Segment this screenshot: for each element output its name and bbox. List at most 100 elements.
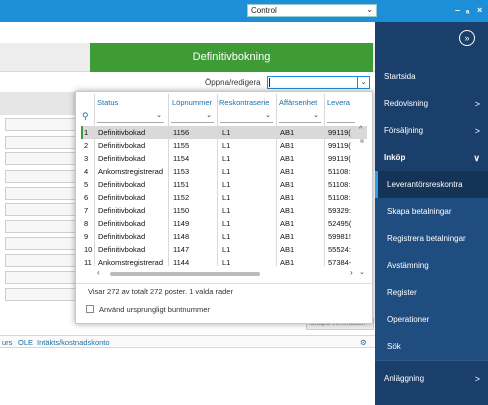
cell-lopnummer: 1149 [173,219,190,228]
vertical-scrollbar[interactable]: ^ ⌄ [357,114,367,280]
table-row[interactable]: 10 Definitivbokad 1147 L1 AB1 55524: [82,243,367,256]
sidebar-item-label: Anläggning [384,374,425,383]
chevron-right-icon: > [474,374,480,384]
row-number: 6 [84,193,89,202]
sidebar-item-anlaggning[interactable]: Anläggning > [375,366,488,392]
cell-serie: L1 [222,154,231,163]
cell-status: Definitivbokad [98,141,146,150]
cell-leverantor: 51108: [328,167,351,176]
minimize-icon[interactable]: – [455,5,461,15]
collapse-sidebar-icon[interactable]: » [459,30,475,46]
sidebar-sub-leverantorsreskontra[interactable]: Leverantörsreskontra [375,171,488,198]
column-header-leverantor[interactable]: Levera [327,98,350,107]
cell-leverantor: 59981! [328,232,351,241]
filter-lopnummer[interactable]: ⌄ [171,112,214,123]
cell-lopnummer: 1151 [173,180,190,189]
cell-status: Definitivbokad [98,180,146,189]
cell-status: Definitivbokad [98,154,146,163]
form-field[interactable] [5,187,77,200]
close-icon[interactable]: × [477,5,483,15]
sidebar-item-label: Försäljning [384,126,424,135]
column-header-lopnummer[interactable]: Löpnummer [172,98,213,107]
chevron-right-icon: > [474,126,480,136]
sidebar-sub-register[interactable]: Register [375,279,488,306]
control-combo[interactable]: Control ⌄ [247,4,377,17]
table-row[interactable]: 3 Definitivbokad 1154 L1 AB1 99119( [82,152,367,165]
column-header-affarsenhet[interactable]: Affärsenhet [279,98,318,107]
table-row[interactable]: 4 Ankomstregistrerad 1153 L1 AB1 51108: [82,165,367,178]
form-field[interactable] [5,254,77,267]
table-row[interactable]: 8 Definitivbokad 1149 L1 AB1 52495( [82,217,367,230]
sidebar-sub-skapa-betalningar[interactable]: Skapa betalningar [375,198,488,225]
sidebar-sub-avstamning[interactable]: Avstämning [375,252,488,279]
sidebar-sub-sok[interactable]: Sök [375,333,488,360]
form-field[interactable] [5,288,77,301]
horizontal-scrollbar[interactable]: ‹ › [94,268,356,278]
cell-enhet: AB1 [280,128,295,137]
sidebar-sub-registrera-betalningar[interactable]: Registrera betalningar [375,225,488,252]
sidebar-item-forsaljning[interactable]: Försäljning > [375,118,488,144]
sidebar-item-inkop[interactable]: Inköp ∨ [375,145,488,171]
sidebar-item-startsida[interactable]: Startsida [375,64,488,90]
column-header[interactable]: OLE [18,338,34,347]
cell-enhet: AB1 [280,180,295,189]
scroll-thumb[interactable] [110,272,260,276]
sidebar-item-redovisning[interactable]: Redovisning > [375,91,488,117]
cell-leverantor: 52495( [328,219,352,228]
table-row[interactable]: 2 Definitivbokad 1155 L1 AB1 99119( [82,139,367,152]
column-divider [168,94,169,266]
chevron-right-icon[interactable]: › [350,268,353,277]
form-field[interactable] [5,118,77,131]
filter-reskontraserie[interactable]: ⌄ [220,112,273,123]
cell-enhet: AB1 [280,141,295,150]
chevron-right-icon: > [474,99,480,109]
table-row[interactable]: 5 Definitivbokad 1151 L1 AB1 51108: [82,178,367,191]
row-number: 11 [84,258,92,267]
buntnummer-checkbox[interactable] [86,305,94,313]
table-row[interactable]: 11 Ankomstregistrerad 1144 L1 AB1 57384- [82,256,367,269]
column-header-status[interactable]: Status [97,98,119,107]
gear-icon[interactable]: ⚙ [360,338,367,347]
filter-affarsenhet[interactable]: ⌄ [279,112,321,123]
chevron-down-icon[interactable]: ⌄ [359,269,365,276]
form-field[interactable] [5,220,77,233]
chevron-down-icon: ⌄ [366,5,373,14]
cell-enhet: AB1 [280,232,295,241]
oppna-redigera-combo[interactable]: ⌄ [267,76,370,89]
cell-lopnummer: 1156 [173,128,190,137]
text-caret [269,78,270,87]
form-field[interactable] [5,237,77,250]
cell-status: Definitivbokad [98,128,146,137]
cell-leverantor: 59329: [328,206,351,215]
column-header[interactable]: Intäkts/kostnadskonto [37,338,110,347]
sidebar-item-label: Startsida [384,72,416,81]
sidebar-divider [375,360,488,361]
column-header-reskontraserie[interactable]: Reskontraserie [219,98,270,107]
cell-enhet: AB1 [280,206,295,215]
grid-status-text: Visar 272 av totalt 272 poster. 1 valda … [76,283,372,297]
cell-serie: L1 [222,206,231,215]
chevron-down-icon[interactable]: ⌄ [357,77,369,88]
scroll-thumb[interactable] [360,139,364,143]
form-field[interactable] [5,136,77,149]
restore-icon[interactable]: ₐ [466,5,470,15]
table-row[interactable]: 7 Definitivbokad 1150 L1 AB1 59329: [82,204,367,217]
table-row[interactable]: 1 Definitivbokad 1156 L1 AB1 99119( [81,126,367,139]
column-header[interactable]: urs [2,338,13,347]
chevron-up-icon[interactable]: ^ [359,126,363,133]
search-icon[interactable]: ⚲ [82,111,89,121]
sidebar-sub-operationer[interactable]: Operationer [375,306,488,333]
definitivbokning-button[interactable]: Definitivbokning [90,43,373,72]
table-row[interactable]: 6 Definitivbokad 1152 L1 AB1 51108: [82,191,367,204]
form-field[interactable] [5,271,77,284]
filter-leverantor[interactable] [327,112,355,123]
form-field[interactable] [5,203,77,216]
cell-enhet: AB1 [280,219,295,228]
form-field[interactable] [5,170,77,183]
cell-lopnummer: 1150 [173,206,190,215]
table-row[interactable]: 9 Definitivbokad 1148 L1 AB1 59981! [82,230,367,243]
chevron-down-icon: ⌄ [313,112,319,119]
filter-status[interactable]: ⌄ [97,112,164,123]
form-field[interactable] [5,152,77,165]
chevron-left-icon[interactable]: ‹ [97,268,100,277]
